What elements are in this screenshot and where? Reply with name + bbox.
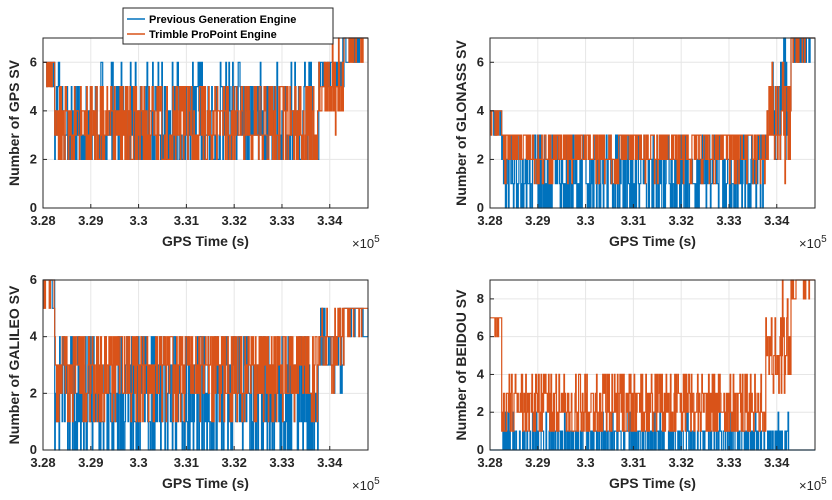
x-tick-label: 3.29 — [525, 455, 550, 470]
x-tick-label: 3.29 — [78, 455, 103, 470]
axes-box — [489, 279, 816, 451]
x-tick-label: 3.3 — [130, 213, 148, 228]
x-tick-label: 3.3 — [577, 455, 595, 470]
x-tick-label: 3.32 — [669, 455, 694, 470]
x-tick-label: 3.32 — [669, 213, 694, 228]
subplot-1: 3.28 3.29 3.3 3.31 3.32 3.33 3.34 0 2 4 6 GPS Time … — [6, 37, 380, 251]
x-tick-label: 3.34 — [317, 455, 343, 470]
axes-box — [42, 279, 369, 451]
y-tick-label: 2 — [477, 151, 484, 166]
x-axis-label: GPS Time (s) — [162, 475, 249, 491]
subplot-3: 3.28 3.29 3.3 3.31 3.32 3.33 3.34 0 2 4 6 GPS Time … — [6, 272, 380, 493]
y-tick-label: 2 — [30, 151, 37, 166]
y-tick-label: 0 — [30, 442, 37, 457]
series-line-trimble — [43, 37, 368, 160]
x-tick-label: 3.34 — [317, 213, 343, 228]
x-exponent-power: 5 — [821, 476, 827, 487]
x-tick-label: 3.29 — [78, 213, 103, 228]
x-tick-label: 3.28 — [30, 455, 55, 470]
y-tick-label: 4 — [30, 329, 38, 344]
y-tick-label: 6 — [30, 272, 37, 287]
x-exponent-label: ×105 — [352, 234, 380, 251]
y-tick-label: 6 — [477, 329, 484, 344]
y-axis-label: Number of GPS SV — [6, 59, 22, 186]
x-tick-label: 3.33 — [269, 213, 294, 228]
x-tick-label: 3.3 — [577, 213, 595, 228]
y-axis-label: Number of BEIDOU SV — [453, 289, 469, 441]
x-exponent-label: ×105 — [799, 234, 827, 251]
y-tick-label: 4 — [30, 103, 38, 118]
x-tick-label: 3.28 — [477, 455, 502, 470]
x-exponent-power: 5 — [821, 234, 827, 245]
x-tick-label: 3.29 — [525, 213, 550, 228]
x-axis-label: GPS Time (s) — [162, 233, 249, 249]
x-exponent-power: 5 — [374, 476, 380, 487]
y-tick-label: 4 — [477, 103, 485, 118]
x-exponent-label: ×105 — [352, 476, 380, 493]
x-tick-label: 3.28 — [477, 213, 502, 228]
legend-entry: Previous Generation Engine — [149, 14, 296, 26]
y-tick-label: 2 — [477, 404, 484, 419]
x-tick-label: 3.33 — [716, 455, 741, 470]
x-tick-label: 3.34 — [764, 213, 790, 228]
series-line-trimble — [490, 37, 815, 185]
legend-box — [122, 7, 334, 45]
legend: Previous Generation Engine Trimble ProPoi… — [122, 7, 334, 45]
y-tick-label: 6 — [30, 54, 37, 69]
y-axis-label: Number of GALILEO SV — [6, 285, 22, 444]
x-tick-label: 3.31 — [174, 455, 199, 470]
y-tick-label: 0 — [477, 442, 484, 457]
x-tick-label: 3.31 — [621, 213, 646, 228]
y-tick-label: 4 — [477, 366, 485, 381]
x-axis-label: GPS Time (s) — [609, 475, 696, 491]
x-tick-label: 3.32 — [222, 455, 247, 470]
x-tick-label: 3.33 — [716, 213, 741, 228]
legend-entry: Trimble ProPoint Engine — [149, 29, 277, 41]
x-tick-label: 3.31 — [174, 213, 199, 228]
series-line-trimble — [490, 279, 815, 432]
subplot-2: 3.28 3.29 3.3 3.31 3.32 3.33 3.34 0 2 4 6 GPS Time … — [453, 37, 827, 251]
x-exponent-label: ×105 — [799, 476, 827, 493]
y-tick-label: 6 — [477, 54, 484, 69]
axes-box — [489, 37, 816, 209]
subplot-4: 3.28 3.29 3.3 3.31 3.32 3.33 3.34 0 2 4 6 8 GPS Time… — [453, 279, 827, 493]
x-exponent-power: 5 — [374, 234, 380, 245]
x-tick-label: 3.31 — [621, 455, 646, 470]
y-tick-label: 0 — [30, 200, 37, 215]
x-tick-label: 3.3 — [130, 455, 148, 470]
y-tick-label: 0 — [477, 200, 484, 215]
y-tick-label: 8 — [477, 291, 484, 306]
x-tick-label: 3.34 — [764, 455, 790, 470]
y-axis-label: Number of GLONASS SV — [453, 39, 469, 205]
x-tick-label: 3.32 — [222, 213, 247, 228]
x-tick-label: 3.33 — [269, 455, 294, 470]
x-tick-label: 3.28 — [30, 213, 55, 228]
x-axis-label: GPS Time (s) — [609, 233, 696, 249]
series-line-trimble — [43, 279, 368, 423]
y-tick-label: 2 — [30, 385, 37, 400]
